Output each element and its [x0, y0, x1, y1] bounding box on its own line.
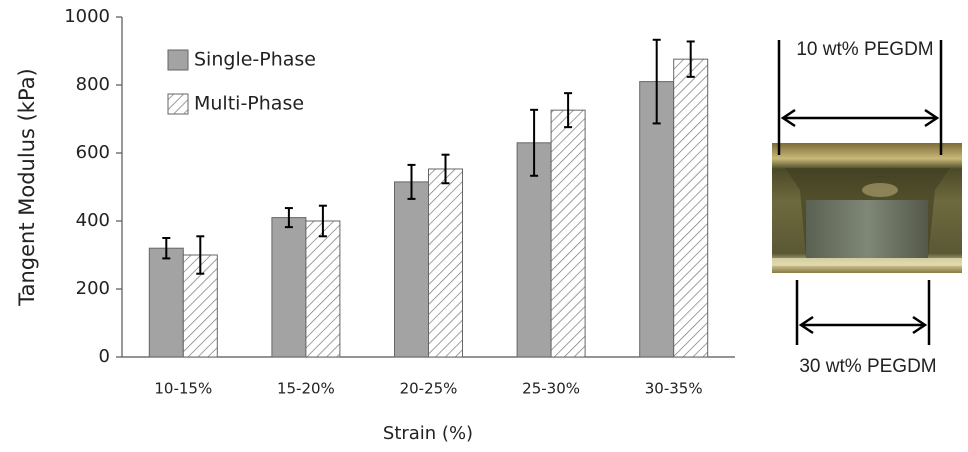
- y-tick-label: 200: [76, 278, 110, 299]
- y-axis-title: Tangent Modulus (kPa): [15, 68, 39, 307]
- chart: Tangent Modulus (kPa) Strain (%) 10 wt% …: [0, 0, 968, 452]
- bar: [149, 248, 183, 357]
- bar: [272, 218, 306, 357]
- x-tick-label: 15-20%: [277, 380, 335, 398]
- legend-label: Multi-Phase: [194, 93, 304, 115]
- y-tick-label: 1000: [64, 6, 110, 27]
- y-tick-label: 800: [76, 74, 110, 95]
- page: {"chart_data": { "type": "bar", "y_label…: [0, 0, 968, 452]
- x-axis-title: Strain (%): [383, 423, 473, 444]
- bar: [674, 59, 708, 357]
- annotation: 10 wt% PEGDM: [796, 39, 933, 60]
- sample-photo: [772, 143, 962, 273]
- x-tick-label: 20-25%: [400, 380, 458, 398]
- bar: [551, 110, 585, 357]
- y-tick-label: 0: [99, 346, 110, 367]
- bar: [306, 221, 340, 357]
- y-tick-label: 400: [76, 210, 110, 231]
- legend-swatch: [168, 94, 188, 114]
- bar: [429, 169, 463, 357]
- legend-label: Single-Phase: [194, 49, 316, 71]
- bar: [395, 182, 429, 357]
- x-tick-label: 25-30%: [522, 380, 580, 398]
- y-tick-label: 600: [76, 142, 110, 163]
- x-tick-label: 30-35%: [645, 380, 703, 398]
- x-tick-label: 10-15%: [154, 380, 212, 398]
- annotation: 30 wt% PEGDM: [799, 356, 936, 377]
- legend-swatch: [168, 50, 188, 70]
